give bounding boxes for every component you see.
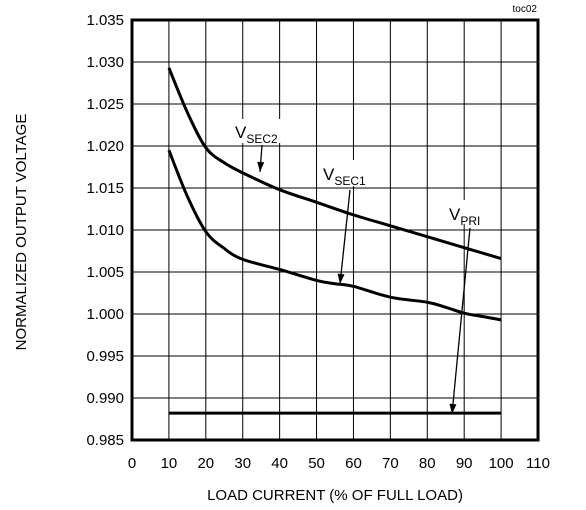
x-tick-label: 20 [197,455,214,472]
series-label-vsec1: VSEC1 [323,165,366,188]
x-tick-label: 30 [234,455,251,472]
x-tick-label: 70 [382,455,399,472]
y-tick-label: 0.990 [86,390,124,407]
annotation-background [318,160,380,186]
y-tick-label: 1.010 [86,222,124,239]
y-tick-labels: 0.985 0.990 0.995 1.000 1.005 1.010 1.015 1.020… [86,12,124,449]
x-tick-label: 80 [419,455,436,472]
series-line-vsec1 [167,149,502,322]
y-tick-label: 0.995 [86,348,124,365]
grid [131,19,539,441]
x-axis-label: LOAD CURRENT (% OF FULL LOAD) [207,487,463,504]
series-annotations: VSEC2 VSEC1 VPRI [232,119,496,415]
leader-arrow-vsec1 [337,189,351,285]
x-tick-label: 40 [271,455,288,472]
plot-frame [130,18,540,442]
x-tick-label: 10 [161,455,178,472]
y-tick-label: 1.000 [86,306,124,323]
corner-label: toc02 [513,4,538,15]
series-line-vsec2 [167,67,502,260]
x-tick-label: 90 [456,455,473,472]
x-tick-label: 50 [308,455,325,472]
y-tick-label: 1.015 [86,180,124,197]
y-tick-label: 1.035 [86,12,124,29]
series-label-vsec2: VSEC2 [235,123,278,146]
y-tick-label: 1.020 [86,138,124,155]
y-tick-label: 0.985 [86,432,124,449]
series-label-vpri: VPRI [449,205,480,228]
x-tick-labels: 0 10 20 30 40 50 60 70 80 90 100 110 [128,455,550,472]
y-axis-label: NORMALIZED OUTPUT VOLTAGE [13,114,30,351]
x-tick-label: 110 [526,455,550,472]
x-tick-label: 60 [345,455,362,472]
y-tick-label: 1.030 [86,54,124,71]
annotation-background [444,200,496,224]
series-curves [167,67,502,415]
y-tick-label: 1.025 [86,96,124,113]
leader-arrow-vsec2 [257,144,265,173]
x-tick-label: 100 [489,455,514,472]
y-tick-label: 1.005 [86,264,124,281]
annotation-background [232,119,294,143]
leader-arrow-vpri [449,227,471,415]
x-tick-label: 0 [128,455,136,472]
